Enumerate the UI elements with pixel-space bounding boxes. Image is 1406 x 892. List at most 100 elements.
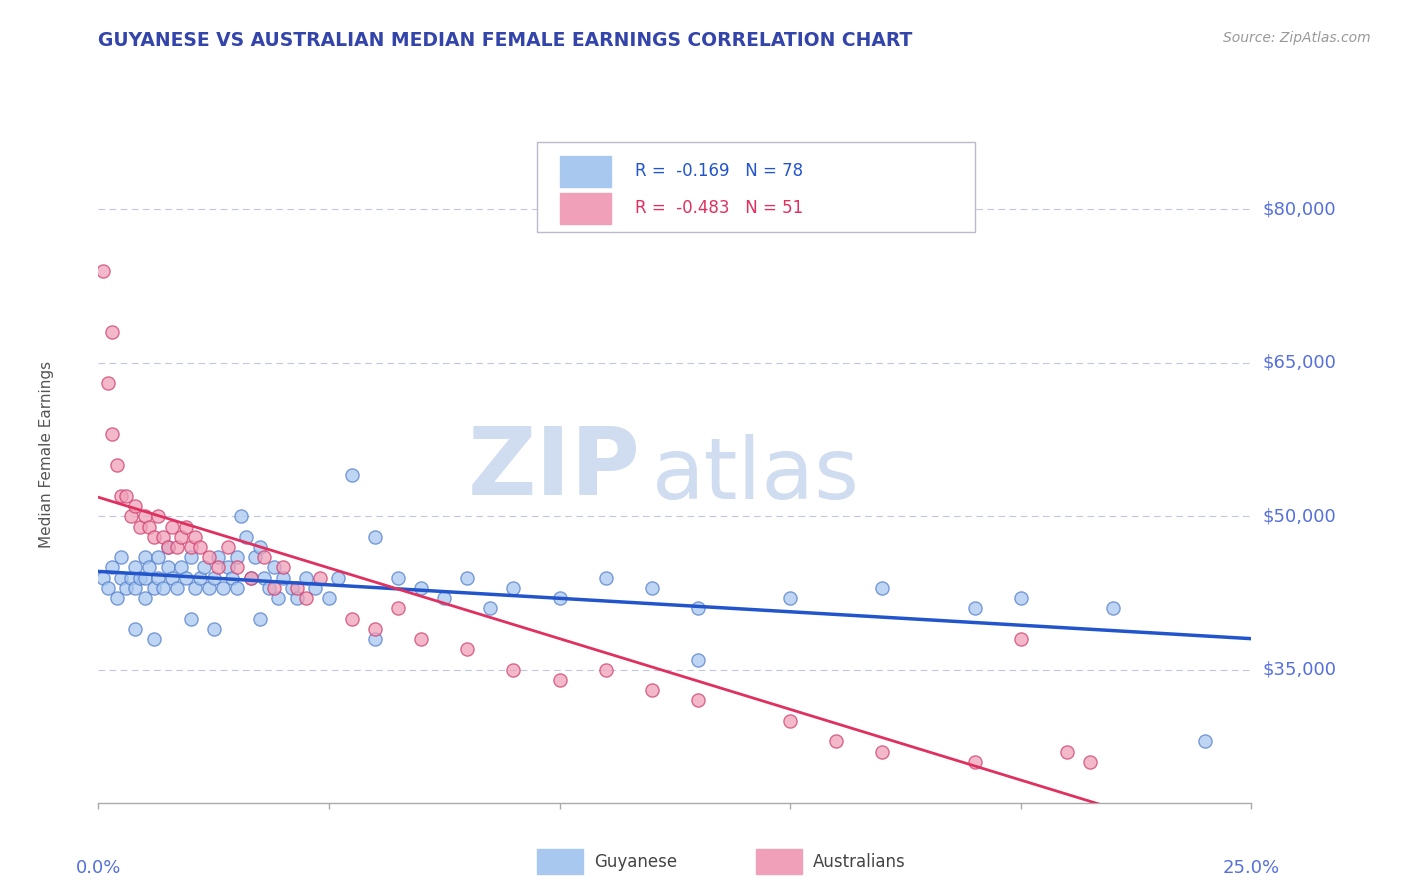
Point — [134, 591, 156, 606]
Point — [174, 519, 197, 533]
Point — [479, 601, 502, 615]
Point — [595, 571, 617, 585]
Point — [129, 571, 152, 585]
Bar — [560, 156, 612, 187]
Point — [184, 530, 207, 544]
Point — [152, 530, 174, 544]
Point — [198, 581, 221, 595]
Point — [249, 540, 271, 554]
Point — [295, 591, 318, 606]
Point — [221, 571, 243, 585]
Bar — [560, 193, 612, 224]
Text: $80,000: $80,000 — [1263, 201, 1336, 219]
Point — [502, 663, 524, 677]
Point — [217, 560, 239, 574]
Point — [156, 540, 179, 554]
FancyBboxPatch shape — [537, 142, 974, 232]
Text: $35,000: $35,000 — [1263, 661, 1337, 679]
Point — [152, 581, 174, 595]
Point — [180, 550, 202, 565]
Point — [225, 550, 247, 565]
Point — [198, 550, 221, 565]
Point — [340, 612, 363, 626]
Point — [156, 560, 179, 574]
Point — [263, 560, 285, 574]
Point — [328, 571, 350, 585]
Point — [308, 571, 330, 585]
Point — [548, 673, 571, 687]
Point — [110, 489, 132, 503]
Point — [148, 550, 170, 565]
Point — [253, 571, 276, 585]
Point — [686, 652, 709, 666]
Point — [91, 571, 114, 585]
Point — [318, 591, 340, 606]
Point — [245, 550, 267, 565]
Point — [170, 560, 193, 574]
Point — [202, 571, 225, 585]
Point — [263, 581, 285, 595]
Point — [641, 683, 664, 698]
Point — [1194, 734, 1216, 748]
Point — [142, 632, 165, 646]
Point — [231, 509, 253, 524]
Point — [166, 581, 188, 595]
Point — [1010, 591, 1032, 606]
Point — [433, 591, 456, 606]
Text: 25.0%: 25.0% — [1223, 859, 1279, 877]
Point — [148, 571, 170, 585]
Point — [124, 560, 146, 574]
Point — [193, 560, 215, 574]
Point — [872, 745, 894, 759]
Point — [166, 540, 188, 554]
Point — [142, 581, 165, 595]
Point — [110, 550, 132, 565]
Point — [963, 755, 986, 769]
Point — [253, 550, 276, 565]
Point — [225, 560, 247, 574]
Point — [456, 642, 478, 657]
Point — [502, 581, 524, 595]
Point — [115, 581, 138, 595]
Point — [110, 571, 132, 585]
Point — [641, 581, 664, 595]
Text: R =  -0.483   N = 51: R = -0.483 N = 51 — [634, 199, 803, 217]
Text: 0.0%: 0.0% — [76, 859, 121, 877]
Point — [207, 560, 229, 574]
Point — [217, 540, 239, 554]
Point — [180, 540, 202, 554]
Point — [411, 632, 433, 646]
Text: Source: ZipAtlas.com: Source: ZipAtlas.com — [1223, 31, 1371, 45]
Point — [364, 632, 387, 646]
Text: ZIP: ZIP — [467, 423, 640, 515]
Text: $65,000: $65,000 — [1263, 354, 1336, 372]
Point — [129, 519, 152, 533]
Point — [97, 376, 120, 391]
Point — [138, 519, 160, 533]
Point — [281, 581, 304, 595]
Point — [825, 734, 848, 748]
Point — [115, 489, 138, 503]
Point — [202, 622, 225, 636]
Point — [364, 622, 387, 636]
Point — [1078, 755, 1101, 769]
Bar — [755, 849, 801, 874]
Point — [97, 581, 120, 595]
Point — [180, 612, 202, 626]
Point — [120, 509, 142, 524]
Point — [387, 601, 409, 615]
Text: GUYANESE VS AUSTRALIAN MEDIAN FEMALE EARNINGS CORRELATION CHART: GUYANESE VS AUSTRALIAN MEDIAN FEMALE EAR… — [98, 31, 912, 50]
Point — [235, 530, 257, 544]
Point — [257, 581, 280, 595]
Point — [105, 591, 128, 606]
Point — [239, 571, 262, 585]
Point — [101, 325, 124, 339]
Point — [124, 499, 146, 513]
Point — [124, 581, 146, 595]
Text: atlas: atlas — [652, 434, 860, 517]
Text: R =  -0.169   N = 78: R = -0.169 N = 78 — [634, 162, 803, 180]
Point — [174, 571, 197, 585]
Point — [225, 581, 247, 595]
Point — [134, 571, 156, 585]
Point — [207, 550, 229, 565]
